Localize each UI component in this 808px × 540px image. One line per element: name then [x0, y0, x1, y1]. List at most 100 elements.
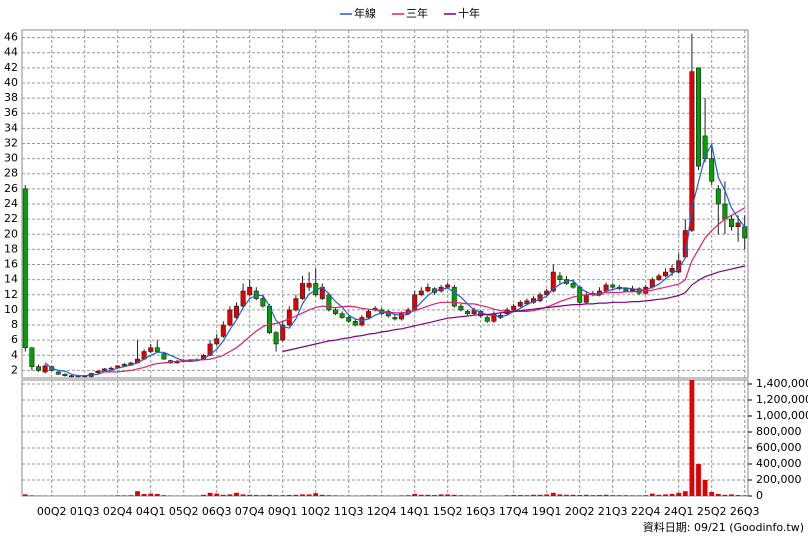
volume-bar	[240, 494, 246, 496]
candle-body	[220, 324, 226, 337]
candle-body	[398, 313, 404, 320]
candle-body	[332, 309, 338, 314]
volume-bar	[702, 480, 708, 496]
x-tick-label: 25Q2	[697, 505, 727, 518]
volume-bar	[141, 494, 147, 496]
candle-body	[154, 347, 160, 352]
volume-bar	[729, 494, 734, 496]
candle-body	[234, 305, 240, 318]
candle-body	[550, 271, 556, 292]
candle-body	[458, 305, 464, 311]
candle-body	[669, 268, 675, 273]
y-tick-label: 40	[4, 76, 18, 89]
volume-bar	[583, 494, 589, 496]
volume-bar	[326, 495, 332, 496]
volume-bar	[504, 495, 510, 496]
candle-body	[253, 290, 259, 299]
y-tick-label: 16	[4, 258, 18, 271]
volume-bar	[220, 494, 226, 496]
x-tick-label: 04Q1	[136, 505, 166, 518]
candle-body	[722, 203, 728, 220]
x-tick-label: 10Q2	[301, 505, 331, 518]
candle-body	[557, 275, 563, 280]
volume-bar	[306, 494, 312, 496]
candle-body	[69, 375, 75, 378]
x-tick-label: 21Q3	[598, 505, 628, 518]
volume-bar	[676, 492, 682, 496]
candle-body	[102, 368, 108, 371]
y-tick-label: 18	[4, 242, 18, 255]
y2-tick-label: 1,400,000	[756, 377, 808, 390]
volume-bar	[372, 495, 378, 496]
volume-bar	[524, 495, 530, 496]
x-tick-label: 07Q4	[235, 505, 265, 518]
x-tick-label: 17Q4	[499, 505, 529, 518]
volume-bar	[649, 493, 655, 496]
candle-body	[583, 294, 589, 303]
candle-body	[709, 158, 715, 182]
volume-bar	[366, 495, 371, 496]
candle-body	[623, 288, 629, 292]
y-tick-label: 20	[4, 227, 18, 240]
candle-body	[62, 373, 68, 377]
candle-body	[214, 338, 220, 345]
y-tick-label: 12	[4, 288, 18, 301]
volume-bar	[22, 494, 28, 496]
ma-line	[282, 265, 745, 353]
volume-bar	[630, 495, 635, 496]
volume-bar	[491, 495, 497, 496]
volume-bar	[207, 492, 213, 496]
volume-bar	[260, 495, 266, 496]
volume-bar	[201, 494, 206, 496]
candle-body	[161, 353, 167, 360]
y-tick-label: 8	[11, 318, 18, 331]
volume-bar	[432, 495, 437, 496]
volume-bar	[616, 495, 622, 496]
candle-body	[260, 298, 266, 307]
x-tick-label: 15Q2	[433, 505, 463, 518]
volume-bar	[597, 495, 602, 496]
legend-label: 十年	[458, 6, 480, 20]
candle-body	[365, 311, 371, 318]
volume-bar	[550, 492, 556, 496]
volume-bar	[135, 491, 140, 496]
candle-body	[464, 311, 470, 314]
y-tick-label: 38	[4, 91, 18, 104]
volume-bar	[537, 494, 543, 496]
y-tick-label: 32	[4, 136, 18, 149]
volume-bar	[253, 495, 259, 496]
volume-bar	[29, 495, 35, 496]
volume-bar	[465, 495, 470, 496]
candle-body	[517, 302, 523, 307]
candle-body	[280, 324, 286, 341]
candle-body	[108, 367, 114, 370]
volume-bar	[333, 495, 338, 496]
y-tick-label: 44	[4, 46, 18, 59]
volume-bar	[412, 494, 418, 496]
candle-body	[35, 366, 41, 371]
candle-body	[273, 332, 279, 345]
candle-body	[299, 283, 305, 299]
volume-bar	[669, 494, 675, 496]
volume-bar	[590, 495, 596, 496]
x-tick-label: 09Q1	[268, 505, 298, 518]
candle-body	[22, 188, 28, 349]
x-tick-label: 16Q3	[466, 505, 496, 518]
y-tick-label: 14	[4, 273, 18, 286]
ma-line	[44, 142, 746, 377]
y-tick-label: 24	[4, 197, 18, 210]
x-tick-label: 06Q3	[202, 505, 232, 518]
volume-bar	[715, 494, 721, 496]
y2-tick-label: 200,000	[756, 473, 802, 486]
x-tick-label: 00Q2	[37, 505, 67, 518]
candle-body	[227, 309, 233, 326]
volume-bar	[643, 495, 649, 496]
x-tick-label: 02Q4	[103, 505, 133, 518]
volume-bar	[115, 495, 121, 496]
volume-bar	[128, 495, 134, 496]
x-tick-label: 05Q2	[169, 505, 199, 518]
x-tick-label: 24Q1	[664, 505, 694, 518]
y-tick-label: 10	[4, 303, 18, 316]
candle-body	[418, 290, 424, 296]
volume-bar	[234, 492, 239, 496]
